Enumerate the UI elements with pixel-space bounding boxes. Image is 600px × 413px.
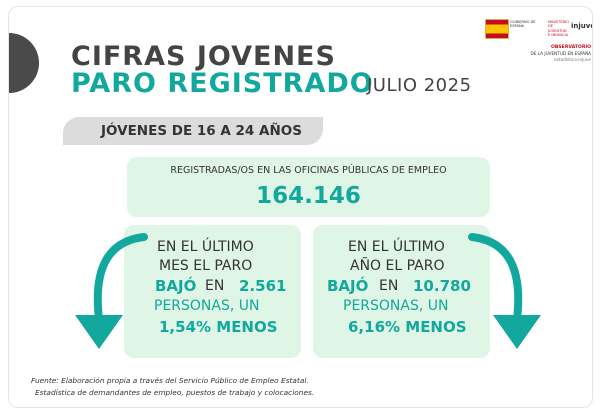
monthly-line-1: EN EL ÚLTIMO — [157, 239, 254, 255]
observatory-subtitle-2: estadística-injuve — [554, 57, 591, 62]
ministry-logo-text: MINISTERIO DE JUVENTUD E INFANCIA — [548, 20, 570, 38]
yearly-verb: BAJÓ — [327, 277, 369, 295]
injuve-logo: injuve — [571, 22, 593, 30]
monthly-line-4: PERSONAS, UN — [154, 298, 260, 314]
total-label: REGISTRADAS/OS EN LAS OFICINAS PÚBLICAS … — [170, 165, 447, 176]
monthly-preposition: EN — [205, 278, 225, 294]
title-line-2: PARO REGISTRADO — [71, 68, 374, 99]
logos-block: GOBIERNO DE ESPAÑA MINISTERIO DE JUVENTU… — [479, 15, 593, 67]
period-label: JULIO 2025 — [367, 75, 472, 96]
yearly-amount: 10.780 — [413, 277, 471, 295]
monthly-percent: 1,54% MENOS — [159, 318, 278, 336]
source-line-1: Fuente: Elaboración propia a través del … — [31, 376, 309, 385]
spain-shield-icon — [485, 19, 509, 39]
government-logo-text: GOBIERNO DE ESPAÑA — [510, 20, 536, 29]
down-arrow-left-icon — [75, 233, 148, 349]
down-arrow-right-icon — [468, 233, 541, 349]
title-line-1: CIFRAS JOVENES — [71, 41, 336, 72]
monthly-amount: 2.561 — [239, 277, 287, 295]
total-value: 164.146 — [256, 183, 361, 209]
monthly-box — [124, 225, 301, 358]
yearly-line-1: EN EL ÚLTIMO — [348, 239, 445, 255]
decorative-half-circle — [9, 33, 39, 93]
monthly-verb: BAJÓ — [155, 277, 197, 295]
infographic-card: CIFRAS JOVENES PARO REGISTRADO JULIO 202… — [8, 6, 593, 408]
yearly-preposition: EN — [379, 278, 399, 294]
observatory-subtitle: DE LA JUVENTUD EN ESPAÑA — [530, 51, 591, 56]
observatory-title: OBSERVATORIO — [550, 45, 591, 50]
monthly-line-2: MES EL PARO — [159, 258, 253, 274]
age-band-label: JÓVENES DE 16 A 24 AÑOS — [101, 123, 302, 139]
yearly-box — [313, 225, 490, 358]
total-box — [127, 157, 490, 217]
age-band-background — [63, 117, 323, 145]
source-note: Fuente: Elaboración propia a través del … — [31, 375, 314, 399]
yearly-line-2: AÑO EL PARO — [350, 258, 445, 274]
source-line-2: Estadística de demandantes de empleo, pu… — [35, 388, 315, 397]
yearly-line-4: PERSONAS, UN — [343, 298, 449, 314]
yearly-percent: 6,16% MENOS — [348, 318, 467, 336]
